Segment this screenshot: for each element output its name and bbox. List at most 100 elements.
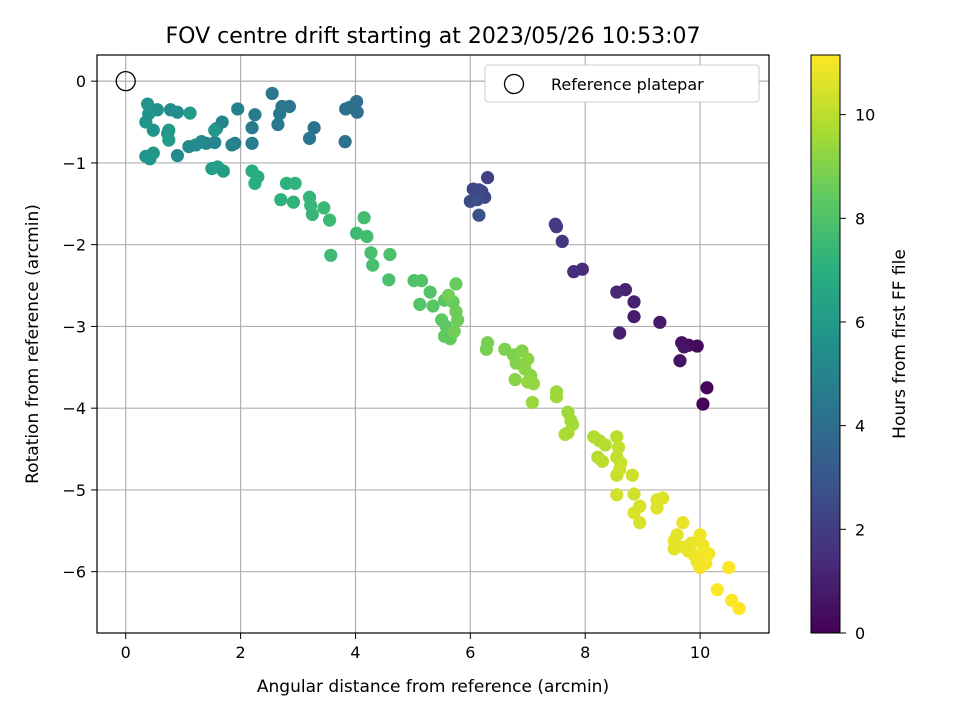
data-point [610,488,624,502]
data-point [598,438,612,452]
data-point [653,315,667,329]
data-points [139,86,746,616]
data-point [508,372,522,387]
legend-box [484,64,760,103]
data-point [339,102,353,116]
data-point [526,377,541,391]
y-tick-label: −2 [62,236,86,255]
colorbar-tick-label: 4 [855,417,865,436]
colorbar-tick-label: 2 [855,520,865,539]
data-point [548,217,562,231]
data-point [248,108,262,122]
data-point [286,195,301,209]
x-tick-label: 4 [350,643,360,662]
data-point [382,273,396,287]
data-point [722,560,736,575]
data-point [273,107,287,121]
data-point [479,342,494,356]
data-point [231,102,245,116]
x-tick-label: 0 [121,643,131,662]
y-tick-label: 0 [76,72,86,91]
colorbar-tick-label: 0 [855,624,865,643]
data-point [696,547,710,561]
data-point [567,265,581,279]
data-point [525,395,539,410]
data-point [610,430,624,444]
data-point [350,226,364,240]
colorbar-tick-label: 8 [855,209,865,228]
y-axis-label: Rotation from reference (arcmin) [23,204,43,484]
data-point [225,138,239,152]
reference-point-marker [115,71,136,92]
data-point [627,310,641,324]
y-tick-label: −5 [62,481,86,500]
data-point [693,528,707,542]
data-point [163,103,178,117]
data-point [449,277,463,291]
data-point [307,121,321,135]
data-point [146,146,160,160]
data-point [317,201,331,215]
data-point [338,135,352,149]
data-point [360,229,374,244]
colorbar-label: Hours from first FF file [890,249,910,439]
y-tick-label: −4 [62,399,86,418]
data-point [183,106,197,120]
data-point [323,213,337,227]
colorbar-ticks: 0 2 4 6 8 10 [840,106,875,643]
data-point [248,176,262,190]
legend: Reference platepar [484,64,760,103]
data-point [472,183,486,197]
data-point [288,176,302,190]
data-point [625,468,639,482]
data-point [447,324,461,338]
data-point [305,207,319,222]
x-tick-label: 8 [580,643,590,662]
x-axis-ticks: 0 2 4 6 8 10 [121,633,710,662]
legend-label: Reference platepar [551,75,704,94]
data-point [423,285,437,299]
y-tick-label: −3 [62,317,86,336]
data-point [383,247,397,262]
data-point [633,499,647,513]
data-point [302,131,317,145]
data-point [627,487,641,501]
data-point [613,462,627,477]
plot-area [97,55,769,633]
x-tick-label: 10 [690,643,710,662]
data-point [656,491,670,505]
colorbar-tick-label: 10 [855,106,875,125]
data-point [216,164,230,178]
data-point [324,248,338,262]
data-point [480,171,495,185]
colorbar: 0 2 4 6 8 10 Hours from first FF file [810,54,910,643]
data-point [414,274,429,288]
data-point [271,117,285,132]
data-point [245,121,259,135]
data-point [710,583,724,597]
colorbar-tick-label: 6 [855,313,865,332]
data-point [265,86,279,101]
data-point [700,381,714,395]
data-point [162,133,176,147]
data-point [140,97,155,111]
data-point [357,211,371,225]
data-point [364,246,378,260]
data-point [676,516,690,530]
data-point [677,340,691,354]
data-point [170,148,185,163]
data-point [451,313,465,327]
y-tick-label: −6 [62,563,86,582]
data-point [472,208,486,222]
data-point [561,426,575,440]
data-point [595,454,610,468]
data-point [613,326,627,340]
data-point [182,139,196,154]
x-axis-label: Angular distance from reference (arcmin) [257,677,609,697]
x-tick-label: 2 [235,643,245,662]
data-point [732,601,746,616]
data-point [696,397,710,411]
x-tick-label: 6 [465,643,475,662]
data-point [245,136,259,150]
